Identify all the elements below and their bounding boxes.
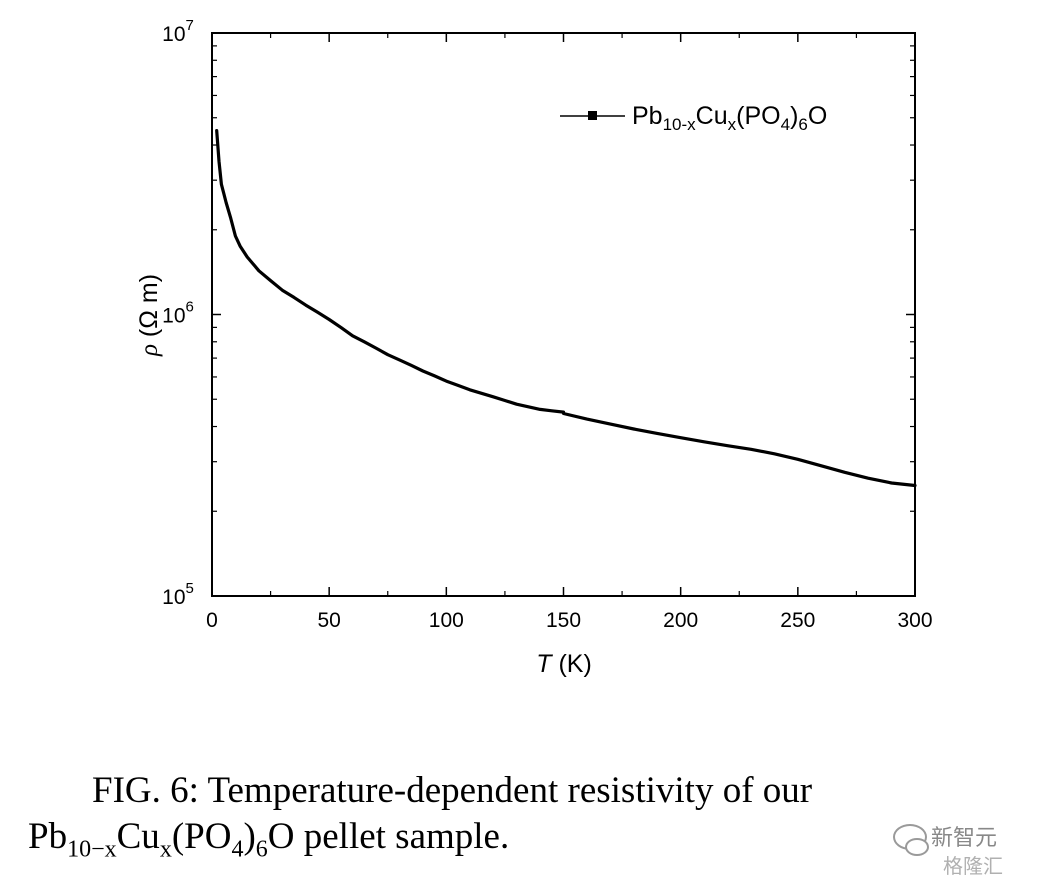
caption-line-2: Pb10−xCux(PO4)6O pellet sample. <box>28 816 510 863</box>
y-tick-label: 106 <box>162 299 194 328</box>
x-axis-label: T (K) <box>536 650 592 678</box>
caption-line-1: FIG. 6: Temperature-dependent resistivit… <box>92 770 813 811</box>
legend-marker <box>588 111 597 120</box>
legend: Pb10-xCux(PO4)6O <box>560 102 827 134</box>
x-tick-label: 100 <box>429 609 464 632</box>
x-tick-label: 250 <box>780 609 815 632</box>
series-layer <box>215 129 917 488</box>
legend-label: Pb10-xCux(PO4)6O <box>632 102 827 134</box>
axis-ticks: 0 50 100 150 200 250 300 105 106 107 <box>162 17 932 632</box>
x-tick-label: 50 <box>317 609 340 632</box>
series-line <box>215 129 917 488</box>
figure-caption: FIG. 6: Temperature-dependent resistivit… <box>28 768 1018 872</box>
watermark-name: 新智元 <box>931 826 998 851</box>
x-tick-label: 200 <box>663 609 698 632</box>
x-tick-label: 150 <box>546 609 581 632</box>
y-axis-label: ρ (Ω m) <box>135 274 163 357</box>
y-tick-label: 107 <box>162 17 194 46</box>
watermark: 新智元 格隆汇 <box>893 818 1033 878</box>
wechat-icon <box>893 824 929 856</box>
resistivity-chart: 0 50 100 150 200 250 300 105 106 107 Pb10-xCux(PO… <box>135 17 933 678</box>
watermark-sub: 格隆汇 <box>943 854 1003 878</box>
x-tick-label: 0 <box>206 609 218 632</box>
x-tick-label: 300 <box>897 609 932 632</box>
y-tick-label: 105 <box>162 580 194 609</box>
